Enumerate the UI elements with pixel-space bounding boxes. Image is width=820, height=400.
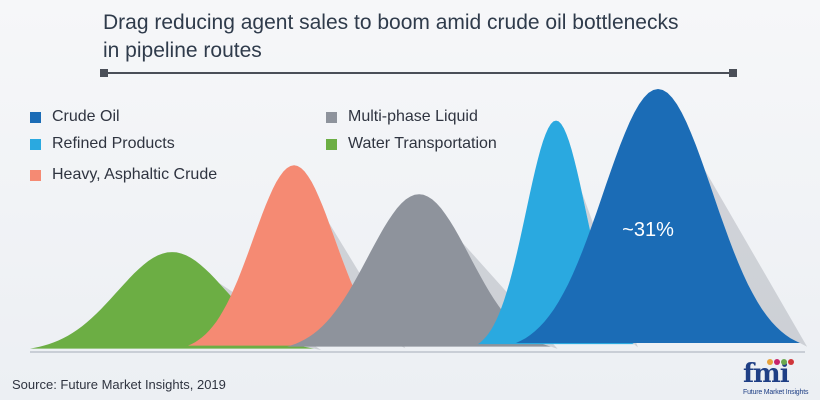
source-note: Source: Future Market Insights, 2019	[12, 377, 226, 392]
legend-label: Refined Products	[52, 135, 175, 152]
title-line-1: Drag reducing agent sales to boom amid c…	[103, 11, 679, 34]
legend-label: Multi-phase Liquid	[348, 108, 478, 125]
series-crude-oil	[516, 89, 800, 343]
legend-item: Refined Products	[30, 135, 175, 153]
legend-item: Crude Oil	[30, 108, 120, 126]
title-underline	[103, 72, 733, 74]
fmi-logo: fmi Future Market Insights	[743, 352, 813, 398]
logo-tagline: Future Market Insights	[743, 389, 809, 396]
legend-item: Multi-phase Liquid	[326, 108, 478, 126]
crude-oil-share-label: ~31%	[622, 219, 674, 241]
series-multi-phase-liquid	[287, 194, 551, 347]
legend-item: Heavy, Asphaltic Crude	[30, 166, 217, 184]
legend-swatch	[326, 138, 337, 150]
chart-title: Drag reducing agent sales to boom amid c…	[103, 9, 743, 65]
underline-left-cap	[100, 69, 108, 77]
legend-swatch	[30, 138, 41, 150]
legend-swatch	[30, 169, 41, 181]
legend-swatch	[30, 111, 41, 123]
logo-dots	[767, 352, 795, 370]
title-line-2: in pipeline routes	[103, 39, 262, 62]
legend-label: Crude Oil	[52, 108, 120, 125]
legend-item: Water Transportation	[326, 135, 497, 153]
legend-swatch	[326, 111, 337, 123]
legend-label: Water Transportation	[348, 135, 497, 152]
underline-right-cap	[729, 69, 737, 77]
legend-label: Heavy, Asphaltic Crude	[52, 166, 218, 183]
